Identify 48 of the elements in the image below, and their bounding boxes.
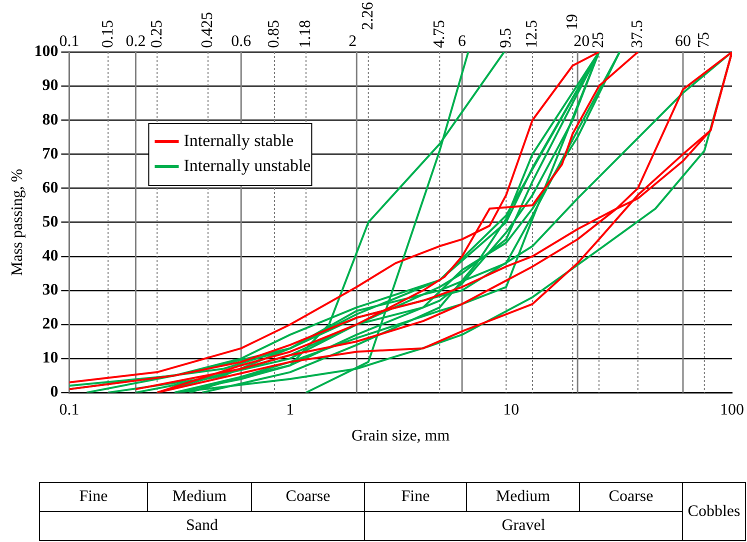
ref-line-label: 20 — [574, 33, 590, 50]
text: Coarse — [579, 482, 683, 512]
text: Fine — [39, 482, 148, 512]
x-tick-label: 1 — [286, 401, 294, 418]
ref-line-label: 25 — [590, 32, 608, 48]
legend-label: Internally stable — [184, 130, 294, 150]
x-tick-label: 0.1 — [59, 401, 80, 418]
y-tick-label: 100 — [34, 43, 58, 60]
text: Gravel — [364, 511, 683, 541]
y-tick-label: 90 — [42, 77, 58, 94]
y-tick-label: 70 — [42, 145, 58, 162]
x-tick-label: 10 — [503, 401, 520, 418]
ref-line-label: 0.25 — [148, 20, 166, 48]
y-tick-label: 50 — [42, 213, 58, 230]
text: Cobbles — [682, 482, 746, 541]
y-tick-label: 0 — [50, 384, 58, 401]
y-tick-label: 20 — [42, 316, 58, 333]
y-tick-label: 80 — [42, 111, 58, 128]
x-tick-label: 100 — [720, 401, 744, 418]
ref-line-label: 75 — [696, 32, 713, 48]
y-tick-label: 60 — [42, 179, 58, 196]
legend-label: Internally unstable — [184, 156, 311, 175]
y-tick-label: 40 — [42, 248, 58, 264]
ref-line-label: 0.1 — [59, 33, 80, 50]
ref-line-label: 0.15 — [99, 20, 116, 48]
ref-line-label: 2.26 — [360, 2, 377, 30]
y-tick-label: 30 — [42, 282, 58, 299]
x-axis-title: Grain size, mm — [352, 428, 450, 445]
ref-line-label: 6 — [458, 33, 466, 50]
ref-line-label: 37.5 — [629, 20, 646, 48]
ref-line-label: 0.2 — [126, 33, 146, 50]
text: Medium — [147, 482, 252, 512]
ref-line-label: 1.18 — [297, 20, 314, 48]
y-axis-title: Mass passing, % — [8, 168, 26, 276]
ref-line-label: 9.5 — [497, 28, 514, 48]
ref-line-label: 4.75 — [430, 20, 448, 48]
ref-line-label: 12.5 — [524, 20, 541, 48]
text: Fine — [364, 482, 467, 512]
ref-line-label: 2 — [348, 33, 357, 50]
ref-line-label: 0.425 — [199, 12, 216, 48]
text: Coarse — [251, 482, 365, 512]
ref-line-label: 19 — [564, 14, 581, 30]
y-tick-label: 10 — [42, 350, 58, 367]
text: Sand — [39, 511, 365, 541]
ref-line-label: 0.6 — [231, 33, 252, 50]
ref-line-label: 0.85 — [266, 20, 283, 48]
text: Medium — [466, 482, 580, 512]
ref-line-label: 60 — [674, 33, 691, 50]
